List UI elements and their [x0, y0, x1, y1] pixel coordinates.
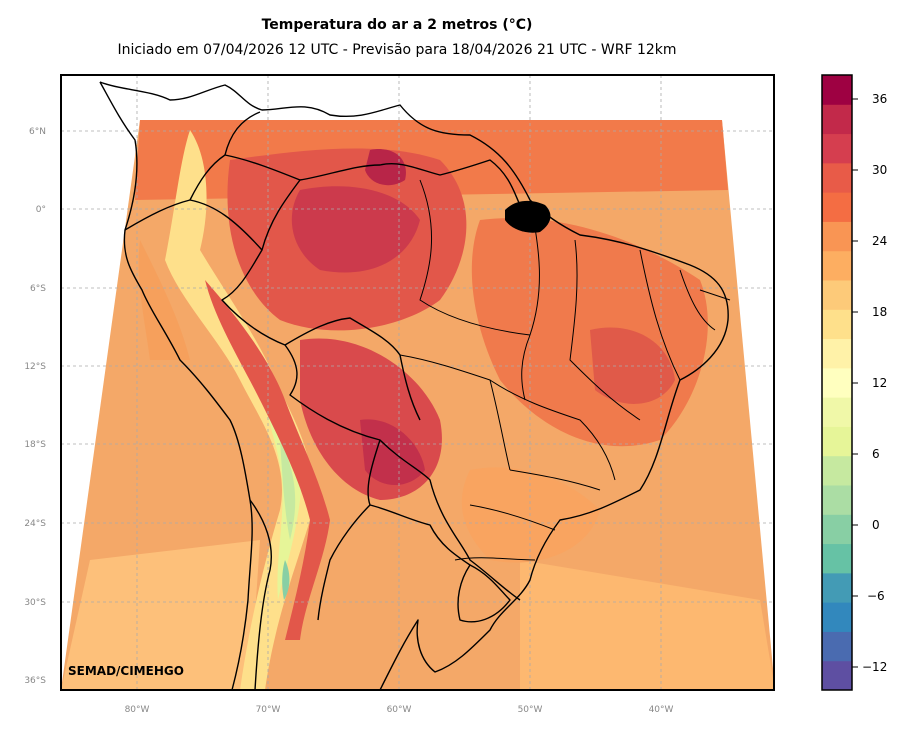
colorbar-tick-label: 36	[872, 92, 887, 106]
map-title: Temperatura do ar a 2 metros (°C)	[261, 17, 533, 33]
credit-label: SEMAD/CIMEHGO	[68, 664, 184, 678]
colorbar-band	[822, 162, 852, 193]
colorbar-band	[822, 221, 852, 252]
colorbar	[822, 75, 852, 691]
colorbar-band	[822, 338, 852, 369]
colorbar-ticks	[852, 98, 858, 668]
lon-tick-label: 50°W	[518, 705, 543, 715]
lon-axis: 80°W 70°W 60°W 50°W 40°W	[125, 705, 674, 715]
temperature-field-andes	[165, 130, 313, 690]
colorbar-tick-label: −6	[867, 589, 885, 603]
colorbar-tick-label: 12	[872, 376, 887, 390]
lat-tick-label: 36°S	[24, 676, 46, 686]
state-borders	[399, 179, 731, 561]
map-subtitle: Iniciado em 07/04/2026 12 UTC - Previsão…	[117, 42, 677, 58]
colorbar-band	[822, 485, 852, 515]
colorbar-band	[822, 250, 852, 281]
colorbar-band	[822, 660, 852, 691]
lon-tick-label: 60°W	[387, 705, 412, 715]
colorbar-band	[822, 602, 852, 632]
colorbar-band	[822, 309, 852, 340]
lat-tick-label: 12°S	[24, 362, 46, 372]
colorbar-band	[822, 397, 852, 427]
lon-tick-label: 70°W	[256, 705, 281, 715]
colorbar-band	[822, 75, 852, 105]
colorbar-tick-label: −12	[862, 660, 887, 674]
lat-tick-label: 24°S	[24, 519, 46, 529]
colorbar-band	[822, 455, 852, 486]
lon-tick-label: 80°W	[125, 705, 150, 715]
lat-tick-label: 6°S	[30, 284, 46, 294]
lat-tick-label: 0°	[36, 205, 46, 215]
colorbar-tick-label: 18	[872, 305, 887, 319]
colorbar-band	[822, 514, 852, 545]
colorbar-tick-label: 24	[872, 234, 887, 248]
colorbar-band	[822, 104, 852, 135]
lat-tick-label: 6°N	[29, 127, 46, 137]
lat-tick-label: 18°S	[24, 440, 46, 450]
colorbar-band	[822, 367, 852, 398]
map-panel	[61, 75, 774, 690]
colorbar-band	[822, 631, 852, 662]
colorbar-band	[822, 572, 852, 603]
colorbar-tick-label: 30	[872, 163, 887, 177]
map-frame	[60, 74, 775, 691]
colorbar-band	[822, 280, 852, 310]
colorbar-band	[822, 426, 852, 457]
coastline	[99, 81, 729, 690]
colorbar-band	[822, 543, 852, 574]
lat-tick-label: 30°S	[24, 598, 46, 608]
brazil-border	[221, 159, 521, 601]
country-borders	[99, 81, 729, 690]
amazon-delta	[505, 200, 551, 233]
colorbar-tick-label: 6	[872, 447, 880, 461]
colorbar-band	[822, 192, 852, 222]
colorbar-tick-label: 0	[872, 518, 880, 532]
lon-tick-label: 40°W	[649, 705, 674, 715]
colorbar-band	[822, 133, 852, 164]
colorbar-labels: 36 30 24 18 12 6 0 −6 −12	[862, 92, 887, 674]
lat-axis: 6°N 0° 6°S 12°S 18°S 24°S 30°S 36°S	[24, 127, 46, 686]
